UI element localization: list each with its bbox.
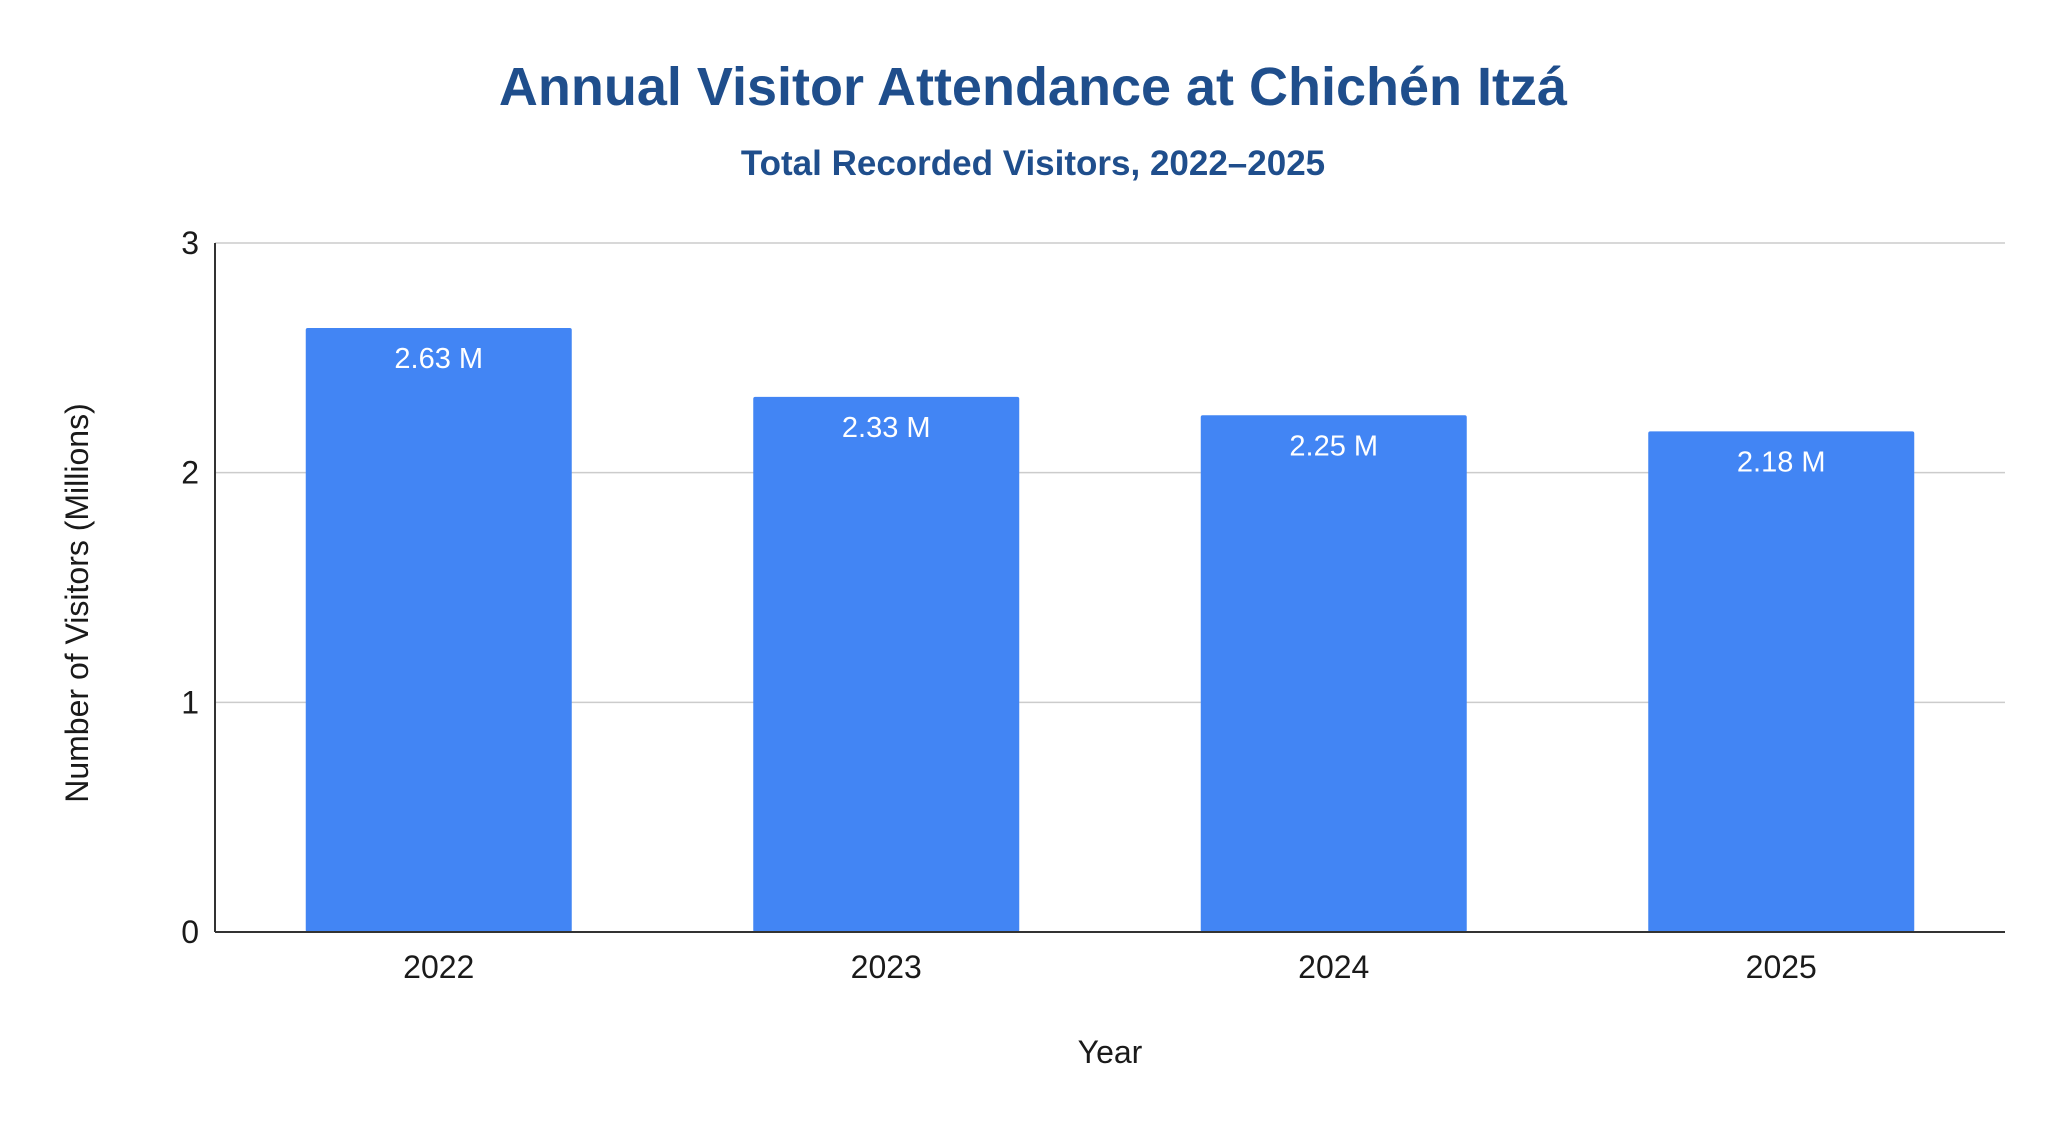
y-tick-label: 2 (181, 455, 199, 491)
chart-subtitle: Total Recorded Visitors, 2022–2025 (741, 144, 1325, 183)
bar-data-label: 2.18 M (1737, 446, 1826, 478)
x-tick-label: 2023 (851, 949, 922, 985)
x-tick-label: 2022 (403, 949, 474, 985)
bar (1648, 431, 1915, 932)
bars (305, 327, 1915, 932)
y-tick-label: 3 (181, 225, 199, 261)
bar-data-label: 2.33 M (842, 412, 931, 444)
bar (1200, 415, 1467, 932)
bar-data-label: 2.25 M (1289, 430, 1378, 462)
bar (753, 396, 1020, 932)
y-axis-ticks: 0 1 2 3 (181, 225, 199, 950)
x-axis-label: Year (1078, 1034, 1143, 1070)
x-tick-label: 2024 (1298, 949, 1369, 985)
y-axis-label: Number of Visitors (Millions) (59, 403, 95, 803)
data-labels: 2.63 M 2.33 M 2.25 M 2.18 M (394, 343, 1825, 478)
x-tick-label: 2025 (1746, 949, 1817, 985)
y-tick-label: 0 (181, 914, 199, 950)
chart-title: Annual Visitor Attendance at Chichén Itz… (499, 57, 1568, 117)
bar-data-label: 2.63 M (394, 343, 483, 375)
bar (305, 327, 572, 932)
y-tick-label: 1 (181, 684, 199, 720)
x-axis-ticks: 2022 2023 2024 2025 (403, 949, 1817, 985)
